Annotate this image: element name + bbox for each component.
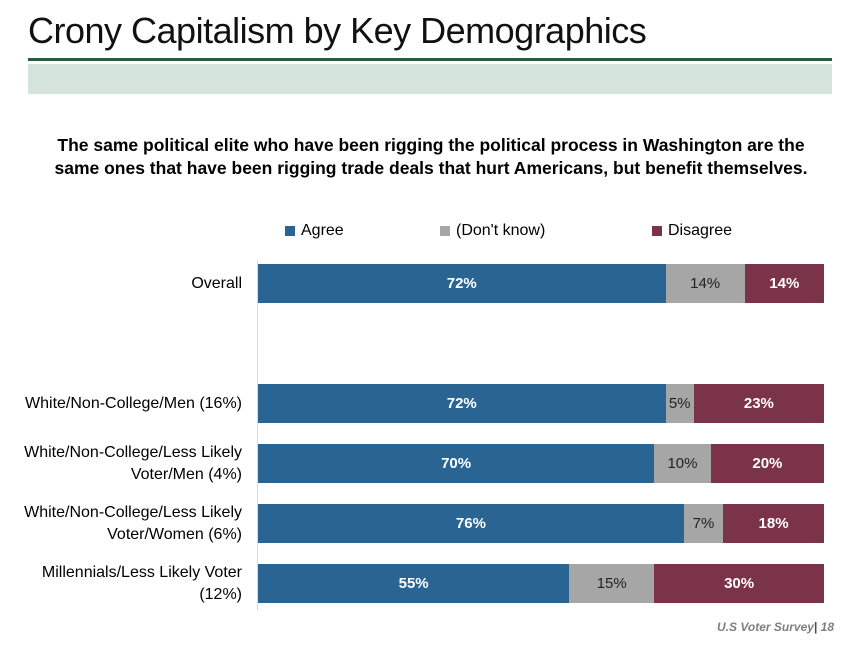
bar-segment-agree: 72% xyxy=(258,264,666,303)
title-rule xyxy=(28,58,832,61)
data-label: 30% xyxy=(724,575,755,592)
bar-segment-dont-know: 10% xyxy=(654,444,711,483)
footer: U.S Voter Survey| 18 xyxy=(717,620,834,634)
bar-segment-agree: 76% xyxy=(258,504,684,543)
bar-row: 72% 5% 23% xyxy=(258,384,824,423)
legend-swatch-dont-know xyxy=(440,226,450,236)
data-label: 18% xyxy=(758,515,789,532)
bar-segment-disagree: 20% xyxy=(710,444,824,483)
data-label: 15% xyxy=(596,575,627,592)
data-label: 72% xyxy=(446,395,477,412)
legend-item-dont-know: (Don't know) xyxy=(440,222,545,240)
legend-label-disagree: Disagree xyxy=(668,222,733,239)
legend-label-agree: Agree xyxy=(301,222,344,239)
category-axis-line xyxy=(257,260,258,610)
page-title: Crony Capitalism by Key Demographics xyxy=(28,10,647,51)
bar-segment-dont-know: 14% xyxy=(665,264,745,303)
category-label: White/Non-College/Men (16%) xyxy=(25,394,242,412)
bar-row: 76% 7% 18% xyxy=(258,504,824,543)
title-band xyxy=(28,64,832,94)
data-label: 5% xyxy=(668,395,691,412)
data-label: 23% xyxy=(743,395,774,412)
bar-segment-agree: 72% xyxy=(258,384,666,423)
data-label: 14% xyxy=(769,275,800,292)
bar-segment-disagree: 14% xyxy=(744,264,824,303)
bar-segment-dont-know: 5% xyxy=(665,384,694,423)
bar-segment-agree: 55% xyxy=(258,564,570,603)
legend-item-disagree: Disagree xyxy=(652,222,732,240)
footer-source: U.S Voter Survey xyxy=(717,620,814,634)
legend-swatch-agree xyxy=(285,226,295,236)
chart-title: The same political elite who have been r… xyxy=(54,135,808,178)
bar-row: 72% 14% 14% xyxy=(258,264,824,303)
category-label: Overall xyxy=(191,274,242,292)
bar-segment-dont-know: 15% xyxy=(569,564,655,603)
bar-segment-disagree: 30% xyxy=(654,564,824,603)
data-label: 55% xyxy=(398,575,429,592)
footer-separator: | xyxy=(813,620,818,634)
bar-row: 70% 10% 20% xyxy=(258,444,824,483)
bar-segment-dont-know: 7% xyxy=(683,504,724,543)
chart-legend: Agree (Don't know) Disagree xyxy=(0,222,862,244)
legend-swatch-disagree xyxy=(652,226,662,236)
data-label: 70% xyxy=(441,455,472,472)
page-number: 18 xyxy=(820,620,834,634)
category-label: White/Non-College/Less Likely Voter/Wome… xyxy=(24,503,242,543)
category-label: White/Non-College/Less Likely Voter/Men … xyxy=(24,443,242,483)
data-label: 7% xyxy=(692,515,715,532)
bar-segment-disagree: 18% xyxy=(723,504,824,543)
data-label: 76% xyxy=(455,515,486,532)
legend-label-dont-know: (Don't know) xyxy=(456,222,546,239)
category-label: Millennials/Less Likely Voter (12%) xyxy=(41,563,242,603)
data-label: 20% xyxy=(752,455,783,472)
data-label: 72% xyxy=(446,275,477,292)
data-label: 10% xyxy=(667,455,698,472)
bar-segment-disagree: 23% xyxy=(693,384,824,423)
legend-item-agree: Agree xyxy=(285,222,344,240)
bar-row: 55% 15% 30% xyxy=(258,564,824,603)
data-label: 14% xyxy=(690,275,721,292)
bar-segment-agree: 70% xyxy=(258,444,655,483)
